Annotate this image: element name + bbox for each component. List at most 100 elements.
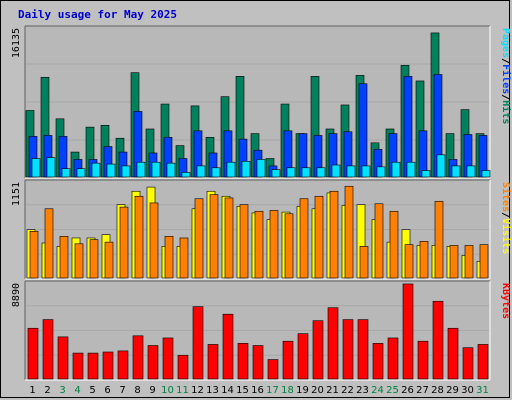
kbytes-bar xyxy=(87,352,99,380)
kbytes-bar xyxy=(447,327,459,380)
sites-bar xyxy=(359,246,369,279)
day-label: 6 xyxy=(104,385,110,396)
kbytes-bar xyxy=(477,344,489,380)
sites-bar xyxy=(269,210,279,279)
kbytes-bar xyxy=(102,351,114,380)
kbytes-bar xyxy=(387,337,399,380)
pages-bar xyxy=(46,157,56,178)
pages-bar xyxy=(76,168,86,178)
sites-bar xyxy=(104,241,114,279)
pages-bar xyxy=(106,163,116,178)
sites-bar xyxy=(29,230,39,279)
sites-bar xyxy=(419,241,429,279)
kbytes-bar xyxy=(42,319,54,380)
pages-bar xyxy=(316,167,326,178)
sites-bar xyxy=(479,244,489,279)
pages-bar xyxy=(436,154,446,178)
sites-bar xyxy=(44,208,54,279)
day-label: 17 xyxy=(266,385,279,396)
day-label: 22 xyxy=(341,385,354,396)
kbytes-bar xyxy=(417,340,429,380)
pages-bar xyxy=(286,167,296,178)
pages-bar xyxy=(451,165,461,178)
hits-ymax-label: 16135 xyxy=(11,28,22,58)
kbytes-bar xyxy=(327,307,339,380)
kbytes-bar xyxy=(432,300,444,380)
day-label: 23 xyxy=(356,385,369,396)
sites-bar xyxy=(179,237,189,279)
pages-bar xyxy=(91,162,101,178)
day-label: 19 xyxy=(296,385,309,396)
pages-bar xyxy=(331,164,341,178)
sites-bar xyxy=(314,195,324,279)
sites-bar xyxy=(164,235,174,279)
pages-bar xyxy=(361,165,371,178)
pages-bar xyxy=(151,161,161,178)
sites-bar xyxy=(209,194,219,279)
pages-bar xyxy=(136,161,146,178)
day-label: 24 xyxy=(371,385,384,396)
day-label: 30 xyxy=(461,385,474,396)
pages-bar xyxy=(31,158,41,178)
kbytes-bar xyxy=(267,359,279,380)
kbytes-bar xyxy=(297,333,309,380)
kbytes-bar xyxy=(222,313,234,380)
pages-bar xyxy=(466,165,476,178)
sites-bar xyxy=(344,185,354,279)
pages-bar xyxy=(226,161,236,178)
kbytes-bar xyxy=(72,352,84,380)
pages-files-hits-legend: Pages/Files/Hits xyxy=(500,28,512,124)
day-label: 7 xyxy=(119,385,125,396)
sites-bar xyxy=(329,190,339,279)
day-label: 28 xyxy=(431,385,444,396)
kbytes-bar xyxy=(342,319,354,380)
day-label: 3 xyxy=(59,385,65,396)
kbytes-bar xyxy=(357,319,369,380)
pages-bar xyxy=(376,166,386,178)
pages-bar xyxy=(181,172,191,178)
day-label: 16 xyxy=(251,385,264,396)
sites-bar xyxy=(149,202,159,279)
kbytes-bar xyxy=(27,327,39,380)
pages-bar xyxy=(256,159,266,178)
sites-bar xyxy=(239,204,249,279)
day-label: 9 xyxy=(149,385,155,396)
kbytes-bar xyxy=(252,345,264,380)
kbytes-bar xyxy=(162,337,174,380)
files-bar xyxy=(403,76,413,178)
pages-bar xyxy=(271,169,281,178)
day-label: 4 xyxy=(74,385,80,396)
day-label: 12 xyxy=(191,385,204,396)
files-bar xyxy=(358,83,368,178)
sites-bar xyxy=(284,213,294,279)
kbytes-bar xyxy=(372,343,384,380)
day-label: 20 xyxy=(311,385,324,396)
visits-ymax-label: 1151 xyxy=(11,182,22,206)
day-label: 14 xyxy=(221,385,234,396)
sites-bar xyxy=(374,203,384,279)
sites-bar xyxy=(119,206,129,279)
kbytes-ymax-label: 8890 xyxy=(11,283,22,307)
kbytes-bar xyxy=(192,306,204,380)
day-label: 25 xyxy=(386,385,399,396)
pages-bar xyxy=(481,170,491,178)
pages-bar xyxy=(406,161,416,178)
chart-title: Daily usage for May 2025 xyxy=(18,8,177,21)
kbytes-bar xyxy=(207,344,219,380)
pages-bar xyxy=(196,165,206,178)
sites-bar xyxy=(434,200,444,279)
day-label: 31 xyxy=(476,385,489,396)
sites-bar xyxy=(389,210,399,279)
kbytes-bar xyxy=(312,320,324,380)
pages-bar xyxy=(166,162,176,178)
sites-bar xyxy=(449,245,459,279)
kbytes-bar xyxy=(462,347,474,380)
day-label: 13 xyxy=(206,385,219,396)
kbytes-bar xyxy=(132,335,144,380)
kbytes-bar xyxy=(147,345,159,380)
sites-bar xyxy=(224,197,234,279)
files-bar xyxy=(418,130,428,178)
sites-bar xyxy=(299,198,309,279)
